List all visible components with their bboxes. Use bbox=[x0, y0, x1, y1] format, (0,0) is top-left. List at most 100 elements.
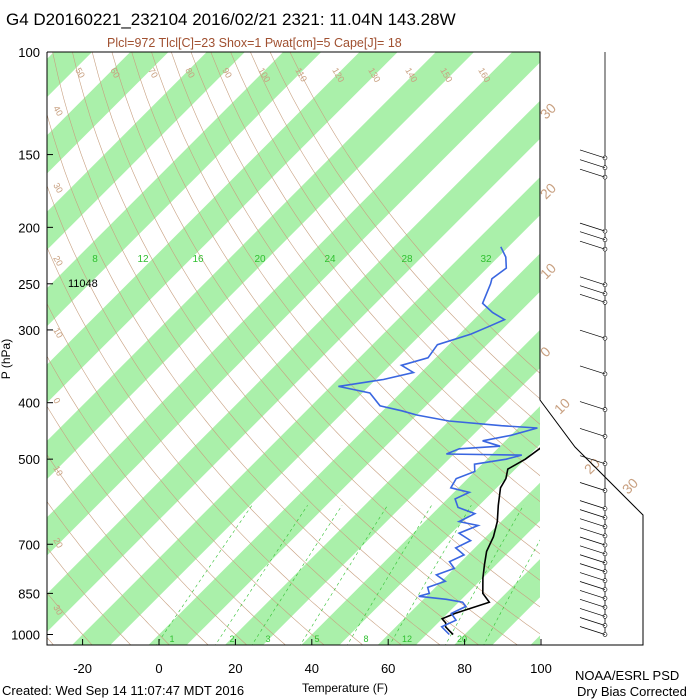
mixing-ratio-top-label: 8 bbox=[92, 254, 98, 265]
dry-adiabat-line bbox=[190, 52, 540, 502]
mixing-ratio-top-label: 20 bbox=[254, 254, 266, 265]
wind-barb bbox=[579, 401, 606, 410]
dry-adiabat-left-label: 0 bbox=[51, 396, 62, 405]
wind-barb bbox=[579, 455, 606, 464]
wind-barb bbox=[579, 285, 606, 295]
wind-barb bbox=[579, 293, 606, 303]
isotherm-band bbox=[593, 25, 700, 658]
mixing-ratio-bottom-label: 1 bbox=[169, 634, 174, 644]
dry-adiabat-top-label: 110 bbox=[293, 66, 309, 83]
x-tick-label: 20 bbox=[228, 661, 242, 676]
isotherm-band bbox=[454, 559, 540, 645]
mixing-ratio-line bbox=[445, 505, 524, 645]
dry-adiabat-line bbox=[47, 303, 325, 645]
isotherm-band bbox=[47, 52, 475, 480]
isotherm-band bbox=[47, 52, 540, 556]
x-tick-label: 80 bbox=[457, 661, 471, 676]
height-annotation: 11048 bbox=[68, 278, 98, 290]
dry-adiabat-left-label: 10 bbox=[51, 464, 65, 478]
mixing-ratio-layer bbox=[155, 505, 540, 645]
y-tick-label: 500 bbox=[18, 452, 40, 467]
wind-barb bbox=[579, 222, 606, 232]
x-tick-label: 40 bbox=[305, 661, 319, 676]
wind-barb bbox=[579, 240, 606, 250]
wind-barb bbox=[579, 598, 606, 608]
y-tick-label: 300 bbox=[18, 323, 40, 338]
wind-barb bbox=[579, 149, 606, 159]
dry-adiabat-top-label: 90 bbox=[220, 66, 234, 80]
chart-subtitle: Plcl=972 Tlcl[C]=23 Shox=1 Pwat[cm]=5 Ca… bbox=[107, 36, 402, 50]
isotherm-band bbox=[148, 253, 540, 645]
y-tick-label: 700 bbox=[18, 537, 40, 552]
dry-adiabat-line bbox=[91, 52, 540, 635]
dewpoint-line bbox=[338, 246, 538, 636]
temperature-line bbox=[440, 447, 540, 636]
y-tick-label: 200 bbox=[18, 220, 40, 235]
mixing-ratio-bottom-label: 20 bbox=[457, 634, 467, 644]
wind-barb bbox=[579, 159, 606, 169]
dry-adiabat-line bbox=[269, 52, 540, 400]
isotherm-band bbox=[224, 329, 540, 645]
y-tick-label: 1000 bbox=[11, 628, 40, 643]
wind-barb bbox=[579, 626, 606, 635]
wind-barb bbox=[579, 608, 606, 617]
dry-adiabat-line bbox=[47, 184, 402, 645]
dry-adiabat-top-label: 50 bbox=[73, 66, 87, 80]
dry-adiabat-line bbox=[47, 501, 170, 645]
wind-barb bbox=[579, 554, 606, 564]
dry-adiabat-top-label: 80 bbox=[183, 66, 197, 80]
wind-barb-column bbox=[579, 52, 608, 637]
mixing-ratio-line bbox=[215, 505, 308, 645]
dry-adiabat-line bbox=[111, 52, 540, 608]
wind-barb bbox=[579, 536, 606, 546]
x-tick-label: -20 bbox=[73, 661, 92, 676]
y-axis-label: P (hPa) bbox=[0, 338, 14, 380]
dry-adiabat-line bbox=[47, 547, 132, 645]
y-tick-label: 100 bbox=[18, 45, 40, 60]
dry-adiabat-line bbox=[47, 454, 209, 645]
dry-adiabat-line bbox=[47, 592, 93, 645]
dry-adiabat-line bbox=[210, 52, 540, 477]
y-tick-label: 850 bbox=[18, 586, 40, 601]
mixing-ratio-bottom-label: 5 bbox=[314, 634, 319, 644]
isotherm-band bbox=[47, 52, 93, 98]
credit-line-1: NOAA/ESRL PSD bbox=[575, 668, 680, 683]
mixing-ratio-top-label: 32 bbox=[480, 254, 492, 265]
created-timestamp: Created: Wed Sep 14 11:07:47 MDT 2016 bbox=[2, 683, 245, 698]
x-tick-label: 60 bbox=[381, 661, 395, 676]
isotherm-band bbox=[301, 406, 540, 645]
dry-adiabat-left-label: 30 bbox=[51, 603, 65, 617]
wind-barb bbox=[579, 527, 606, 537]
plot-frame bbox=[46, 51, 644, 646]
dry-adiabat-left-label: 10 bbox=[51, 326, 65, 340]
y-tick-label: 400 bbox=[18, 396, 40, 411]
mixing-ratio-top-label: 12 bbox=[137, 254, 149, 265]
dry-adiabat-line bbox=[230, 52, 540, 451]
wind-barb bbox=[579, 168, 606, 178]
dry-adiabat-line bbox=[72, 52, 518, 645]
wind-barb bbox=[579, 572, 606, 581]
isotherm-band bbox=[47, 52, 245, 250]
wind-barb bbox=[579, 365, 606, 375]
wind-barb bbox=[579, 231, 606, 241]
wind-barb bbox=[579, 500, 606, 509]
isotherm-band bbox=[72, 177, 540, 645]
dry-adiabat-line bbox=[171, 52, 540, 529]
mixing-ratio-line bbox=[251, 505, 343, 645]
isotherm-band-layer bbox=[47, 25, 700, 658]
dry-adiabat-line bbox=[131, 52, 540, 581]
y-tick-label: 250 bbox=[18, 277, 40, 292]
isotherm-band bbox=[47, 52, 398, 403]
x-axis-label: Temperature (F) bbox=[302, 681, 389, 695]
wind-barb bbox=[579, 276, 606, 286]
chart-title: G4 D20160221_232104 2016/02/21 2321: 11.… bbox=[6, 10, 456, 29]
dry-adiabat-left-label: 20 bbox=[51, 254, 65, 268]
dry-adiabat-line bbox=[47, 405, 248, 645]
dry-adiabat-top-label: 70 bbox=[146, 66, 160, 80]
isotherm-band bbox=[377, 482, 540, 645]
wind-barb bbox=[579, 428, 606, 437]
mixing-ratio-top-label: 28 bbox=[401, 254, 413, 265]
isotherm-band bbox=[47, 100, 540, 632]
mixing-ratio-bottom-label: 8 bbox=[363, 634, 368, 644]
